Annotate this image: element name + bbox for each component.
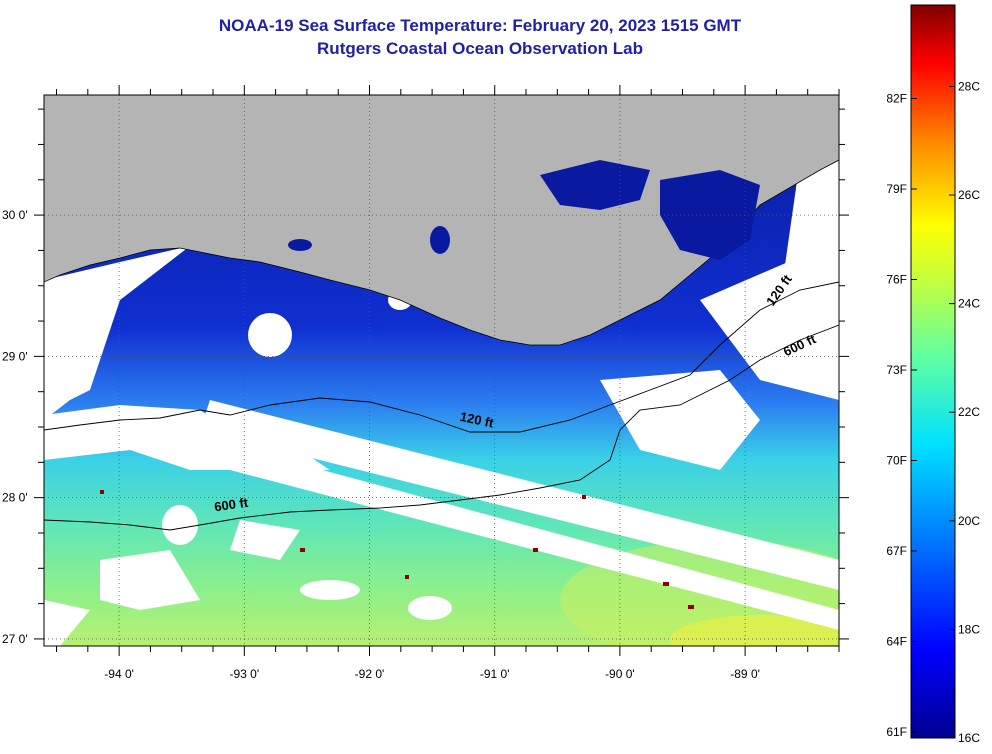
colorbar-c-label-4: 20C xyxy=(958,514,980,528)
warm-water-patch-2 xyxy=(670,615,839,646)
lat-label-0: 27 0' xyxy=(2,632,28,646)
colorbar-f-label-5: 67F xyxy=(886,544,907,558)
longitude-labels: -94 0' -93 0' -92 0' -91 0' -90 0' -89 0' xyxy=(104,667,760,681)
title-block: NOAA-19 Sea Surface Temperature: Februar… xyxy=(0,14,960,60)
latitude-labels: 27 0' 28 0' 29 0' 30 0' xyxy=(2,208,28,646)
title-line-2: Rutgers Coastal Ocean Observation Lab xyxy=(317,39,643,58)
lon-label-1: -93 0' xyxy=(229,667,259,681)
lon-label-0: -94 0' xyxy=(104,667,134,681)
lat-label-1: 28 0' xyxy=(2,491,28,505)
colorbar-c-label-1: 26C xyxy=(958,188,980,202)
lat-label-3: 30 0' xyxy=(2,208,28,222)
anomaly-pixels xyxy=(100,490,694,609)
colorbar-c-label-0: 28C xyxy=(958,79,980,93)
colorbar-c-label-5: 18C xyxy=(958,622,980,636)
map-frame xyxy=(43,94,840,647)
colorbar-c-label-3: 22C xyxy=(958,405,980,419)
colorbar-c-label-2: 24C xyxy=(958,297,980,311)
colorbar-f-label-4: 70F xyxy=(886,453,907,467)
lon-label-3: -91 0' xyxy=(480,667,510,681)
contour-label-1: 120 ft xyxy=(459,409,496,431)
axis-ticks xyxy=(34,85,849,656)
colorbar-fahrenheit-labels: 82F 79F 76F 73F 70F 67F 64F 61F xyxy=(886,92,907,739)
contour-120ft xyxy=(44,281,839,433)
contour-600ft xyxy=(44,324,839,531)
colorbar-f-label-7: 61F xyxy=(886,725,907,739)
colorbar-f-label-6: 64F xyxy=(886,634,907,648)
graticule xyxy=(44,95,839,646)
colorbar-f-label-2: 76F xyxy=(886,272,907,286)
colorbar-ticks xyxy=(911,85,955,739)
inland-waters xyxy=(288,160,760,260)
lon-label-2: -92 0' xyxy=(355,667,385,681)
colorbar-celsius-labels: 28C 26C 24C 22C 20C 18C 16C xyxy=(958,79,980,745)
colorbar-f-label-3: 73F xyxy=(886,363,907,377)
colorbar-scale xyxy=(910,4,956,739)
contour-label-0: 600 ft xyxy=(213,495,249,515)
cloud-mask xyxy=(44,150,839,646)
colorbar-f-label-1: 79F xyxy=(886,182,907,196)
lon-label-4: -90 0' xyxy=(605,667,635,681)
lat-label-2: 29 0' xyxy=(2,349,28,363)
colorbar-c-label-6: 16C xyxy=(958,731,980,745)
lon-label-5: -89 0' xyxy=(730,667,760,681)
bathymetry-contours xyxy=(44,281,839,531)
colorbar: 28C 26C 24C 22C 20C 18C 16C 82F 79F 76F 73F 70F 67F… xyxy=(886,4,980,745)
colorbar-f-label-0: 82F xyxy=(886,92,907,106)
title-line-1: NOAA-19 Sea Surface Temperature: Februar… xyxy=(218,16,742,35)
